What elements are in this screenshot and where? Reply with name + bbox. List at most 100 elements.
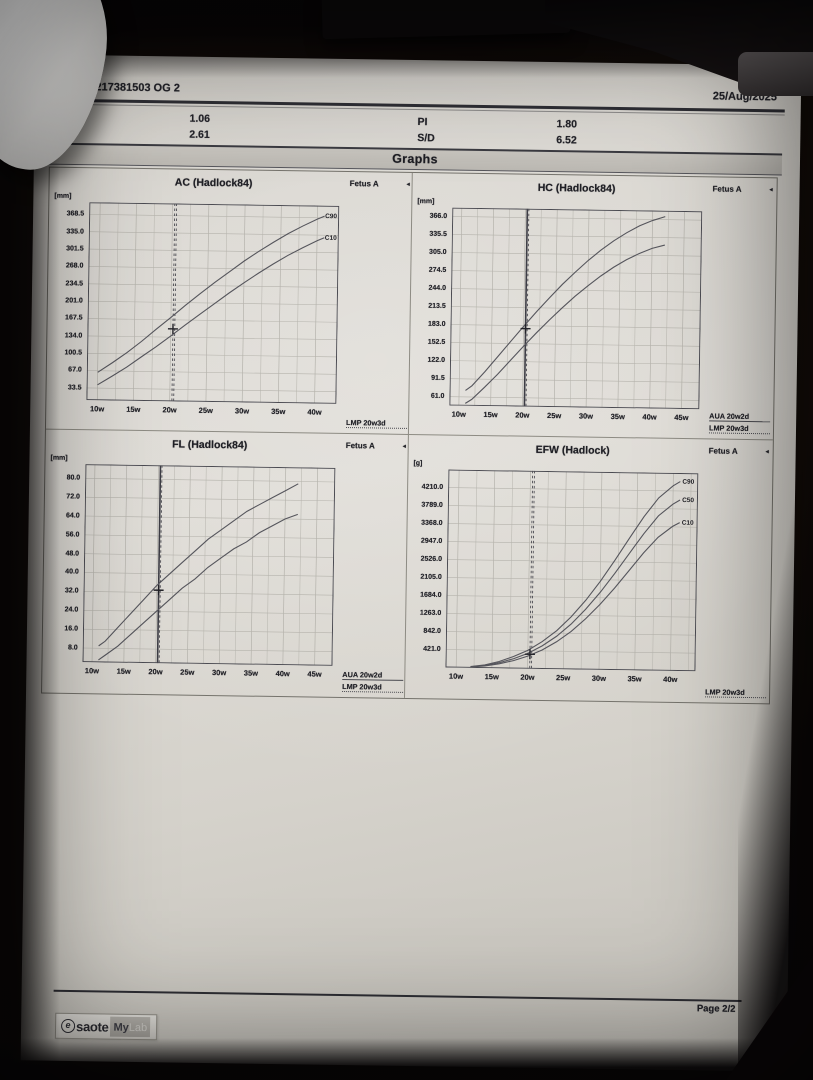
logo-product-text: MyLab [110, 1016, 151, 1038]
y-tick-label: 40.0 [65, 568, 79, 576]
chart-plot [449, 207, 703, 410]
chart-panel: FL (Hadlock84) [mm] 80.0 72.0 64.0 56.0 48.0 40… [42, 429, 409, 698]
chart-plot: C90 C50 C10 [445, 469, 699, 672]
x-tick-label: 35w [243, 668, 259, 678]
y-tick-label: 167.5 [65, 314, 83, 322]
growth-percentile-curve-C10 [97, 237, 325, 386]
chart-panel: HC (Hadlock84) [mm] 366.0 335.5 305.0 274.5 24… [408, 172, 777, 441]
side-bottom-labels: AUA 20w2d LMP 20w3d [708, 409, 771, 435]
x-tick-label: 25w [180, 667, 195, 677]
y-tick-label: 2105.0 [420, 573, 442, 581]
x-tick-label: 20w [515, 410, 530, 420]
gestational-age-marker-line [531, 470, 535, 669]
y-tick-label: 421.0 [423, 645, 441, 653]
y-tick-label: 842.0 [423, 627, 442, 635]
x-tick-label: 10w [84, 666, 100, 676]
x-tick-label: 40w [307, 407, 322, 417]
measure-value: 1.80 [556, 118, 578, 131]
x-tick-label: 30w [591, 673, 607, 683]
y-tick-label: 366.0 [429, 212, 448, 220]
y-tick-label: 91.5 [431, 374, 445, 383]
chart-side-column: Fetus A ◂ AUA 20w2d LMP 20w3d [339, 434, 409, 698]
curve-label: C10 [325, 235, 337, 242]
growth-percentile-curve-C90 [465, 216, 666, 391]
fetus-label: Fetus A ◂ [349, 179, 410, 189]
chart-panel: AC (Hadlock84) [mm] 368.5 335.0 301.5 268.0 23… [45, 167, 413, 435]
y-tick-label: 32.0 [64, 587, 79, 595]
y-tick-label: 134.0 [64, 332, 83, 340]
lmp-label: LMP 20w3d [708, 423, 771, 435]
x-tick-label: 35w [610, 411, 625, 422]
fetus-label: Fetus A ◂ [708, 446, 769, 456]
x-tick-label: 25w [198, 405, 213, 416]
x-tick-label: 10w [451, 409, 466, 419]
measure-label: S/D [48, 126, 66, 139]
y-tick-label: 56.0 [65, 531, 80, 539]
axis-unit-label: [mm] [50, 454, 68, 462]
y-tick-label: 72.0 [66, 493, 80, 501]
fetus-marker-icon: ◂ [765, 449, 769, 456]
x-tick-label: 35w [271, 406, 286, 417]
y-tick-label: 16.0 [64, 625, 79, 633]
y-tick-label: 274.5 [428, 266, 447, 274]
measure-value: 2.61 [189, 128, 210, 141]
x-tick-label: 30w [234, 406, 250, 416]
y-axis-labels: 368.5 335.0 301.5 268.0 234.5 201.0 167.5 134.0… [46, 202, 86, 401]
y-tick-label: 2526.0 [420, 555, 443, 563]
x-tick-label: 35w [627, 674, 642, 684]
x-tick-label: 15w [484, 672, 499, 682]
lmp-label: LMP 20w3d [342, 681, 404, 693]
gestational-age-marker-line [523, 208, 529, 407]
x-tick-label: 10w [448, 671, 464, 681]
x-tick-label: 15w [483, 410, 498, 420]
x-axis-labels: 10w 15w 20w 25w 30w 35w 40w [86, 404, 336, 420]
y-axis-labels: 80.0 72.0 64.0 56.0 48.0 40.0 32.0 24.0 16.0 8.0 [42, 464, 82, 663]
growth-percentile-curve-C90 [97, 215, 325, 373]
chart-side-column: Fetus A ◂ LMP 20w3d [702, 439, 772, 703]
measure-value: 1.06 [189, 112, 211, 125]
growth-percentile-curve-C50 [470, 499, 681, 668]
report-date: 25/Aug/2025 [712, 90, 778, 104]
chart-title: HC (Hadlock84) [537, 181, 616, 195]
x-tick-label: 30w [578, 411, 594, 421]
axis-unit-label: [mm] [417, 198, 435, 206]
x-tick-label: 40w [275, 669, 290, 679]
y-tick-label: 2947.0 [420, 537, 443, 545]
fetus-marker-icon: ◂ [769, 187, 773, 194]
x-tick-label: 25w [546, 411, 562, 421]
y-tick-label: 301.5 [66, 245, 84, 253]
x-tick-label: 45w [674, 412, 689, 423]
curve-label: C90 [682, 479, 694, 486]
growth-percentile-curve-C10 [464, 244, 665, 404]
lmp-label: LMP 20w3d [345, 418, 408, 429]
chart-title: EFW (Hadlock) [535, 443, 610, 457]
fetus-label: Fetus A ◂ [345, 441, 406, 451]
x-tick-label: 40w [642, 412, 657, 422]
y-tick-label: 152.5 [427, 338, 446, 347]
y-tick-label: 234.5 [65, 279, 84, 288]
x-tick-label: 15w [126, 404, 141, 414]
measure-label: PI [417, 116, 428, 129]
esaote-e-icon: e [60, 1018, 76, 1034]
x-tick-label: 15w [116, 666, 131, 676]
x-tick-label: 40w [663, 674, 678, 684]
gestational-age-marker-line [171, 203, 176, 402]
y-tick-label: 201.0 [65, 297, 83, 305]
measure-value: 6.52 [556, 134, 577, 147]
y-tick-label: 1684.0 [420, 591, 442, 599]
y-tick-label: 80.0 [66, 474, 81, 482]
gestational-age-marker-line [529, 470, 534, 669]
footer-rule [53, 989, 742, 1002]
y-tick-label: 1263.0 [419, 609, 442, 617]
growth-percentile-curve-C10 [98, 513, 298, 661]
esaote-mylab-logo: e saote MyLab [54, 1012, 158, 1041]
aua-label: AUA 20w2d [709, 411, 771, 423]
x-axis-labels: 10w 15w 20w 25w 30w 35w 40w [445, 672, 695, 688]
chart-plot [82, 464, 336, 666]
gestational-age-marker-line [173, 203, 178, 402]
side-bottom-labels: LMP 20w3d [705, 685, 767, 699]
x-axis-labels: 10w 15w 20w 25w 30w 35w 40w 45w [449, 410, 699, 426]
gestational-age-marker-line [156, 465, 162, 664]
measure-label: S/D [417, 132, 435, 145]
